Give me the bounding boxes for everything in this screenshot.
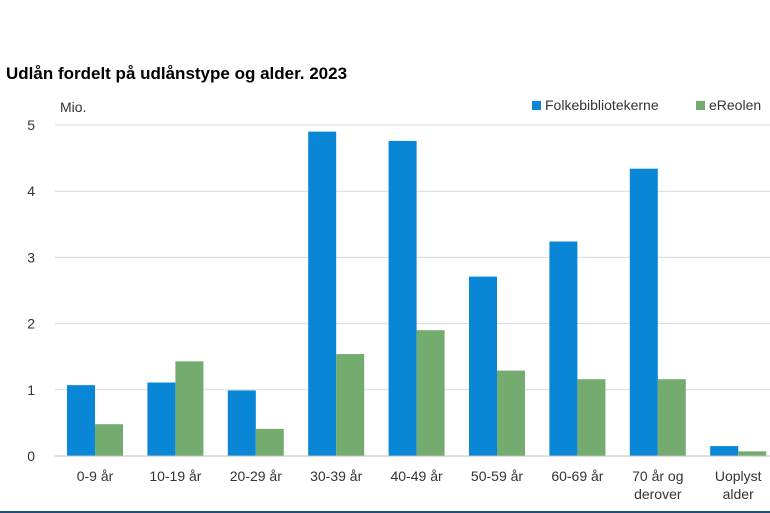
chart-title: Udlån fordelt på udlånstype og alder. 20… xyxy=(6,64,347,83)
bar-folkebibliotekerne xyxy=(227,390,256,456)
x-tick-label: alder xyxy=(723,486,754,502)
y-tick-label: 3 xyxy=(27,249,35,265)
x-tick-label: 60-69 år xyxy=(551,468,603,484)
bar-ereolen xyxy=(95,424,123,456)
x-tick-label: 70 år og xyxy=(632,468,683,484)
bar-ereolen xyxy=(738,451,767,456)
bar-folkebibliotekerne xyxy=(67,385,95,456)
x-tick-label: 30-39 år xyxy=(310,468,362,484)
bar-ereolen xyxy=(416,330,445,456)
bar-ereolen xyxy=(657,379,686,456)
bar-folkebibliotekerne xyxy=(629,168,658,456)
x-tick-label: 50-59 år xyxy=(471,468,523,484)
y-tick-label: 4 xyxy=(27,183,35,199)
y-tick-label: 2 xyxy=(27,316,35,332)
bar-folkebibliotekerne xyxy=(388,140,417,456)
y-tick-label: 1 xyxy=(27,382,35,398)
legend-label: Folkebibliotekerne xyxy=(545,97,659,113)
x-tick-label: derover xyxy=(634,486,682,502)
legend-item-folkebibliotekerne[interactable]: Folkebibliotekerne xyxy=(532,97,659,113)
bar-ereolen xyxy=(175,361,204,456)
x-axis-tick-labels: 0-9 år 10-19 år 20-29 år 30-39 år 40-49 år 50… xyxy=(77,468,762,502)
bar-ereolen xyxy=(255,428,284,456)
bar-ereolen xyxy=(336,354,365,456)
bar-ereolen xyxy=(577,379,606,456)
bar-folkebibliotekerne xyxy=(308,131,337,456)
x-tick-label: 40-49 år xyxy=(391,468,443,484)
legend-item-ereolen[interactable]: eReolen xyxy=(696,97,761,113)
x-tick-label: Uoplyst xyxy=(715,468,762,484)
bar-folkebibliotekerne xyxy=(147,382,176,456)
legend[interactable]: Folkebibliotekerne eReolen xyxy=(532,97,761,113)
bars xyxy=(67,131,767,456)
bar-ereolen xyxy=(497,370,525,456)
bar-folkebibliotekerne xyxy=(469,276,497,456)
bottom-rule xyxy=(0,511,770,513)
x-tick-label: 20-29 år xyxy=(230,468,282,484)
y-tick-label: 5 xyxy=(27,117,35,133)
legend-label: eReolen xyxy=(709,97,761,113)
y-tick-label: 0 xyxy=(27,448,35,464)
y-axis-ticks: 0 1 2 3 4 5 xyxy=(27,117,35,464)
legend-swatch xyxy=(532,101,541,110)
y-unit-label: Mio. xyxy=(60,99,86,115)
bar-folkebibliotekerne xyxy=(710,446,739,456)
x-tick-label: 0-9 år xyxy=(77,468,114,484)
bar-folkebibliotekerne xyxy=(549,241,578,456)
x-tick-label: 10-19 år xyxy=(149,468,201,484)
legend-swatch xyxy=(696,101,705,110)
